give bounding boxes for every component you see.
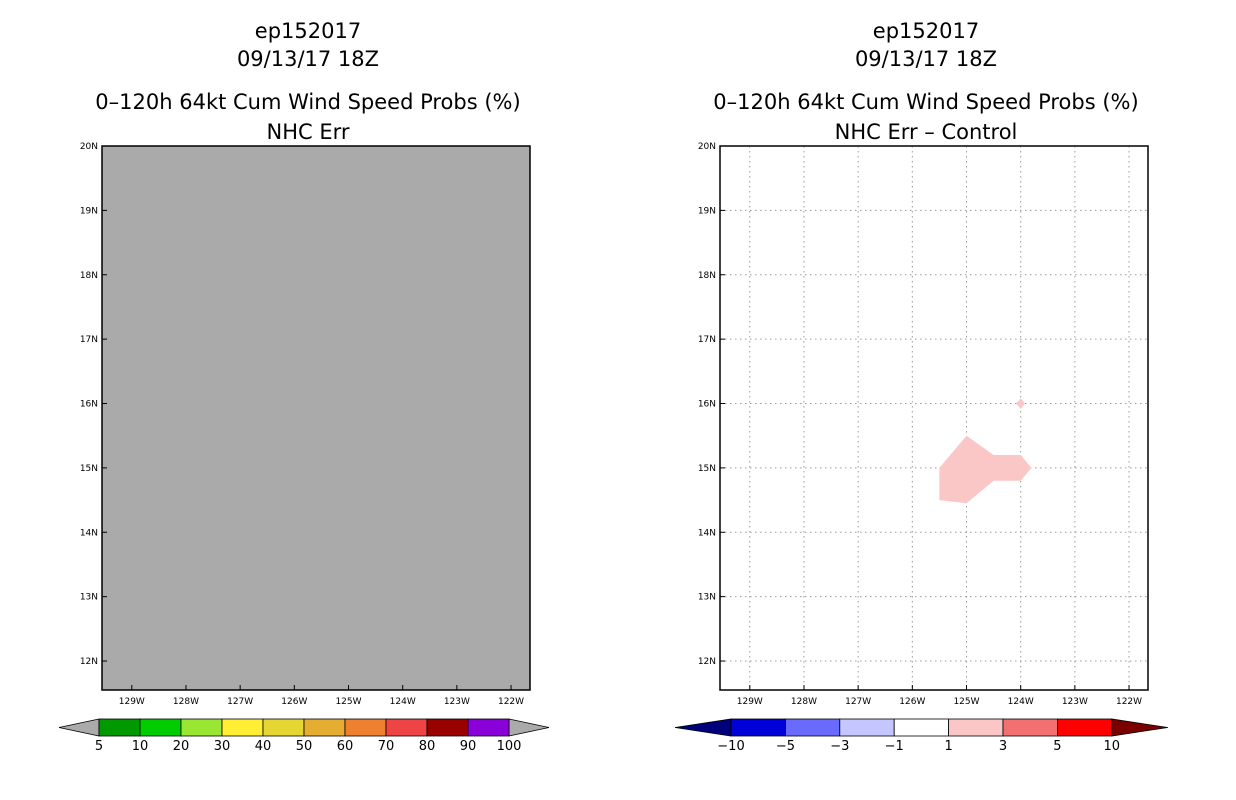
colorbar-box-6 <box>303 718 346 737</box>
x-tick-label: 129W <box>119 697 145 707</box>
colorbar-box-4 <box>893 718 950 737</box>
colorbar-label: 90 <box>460 739 477 754</box>
colorbar-box-2 <box>785 718 841 737</box>
chart-title-line-4: NHC Err <box>266 120 349 144</box>
x-tick-label: 123W <box>444 697 470 707</box>
colorbar-box-7 <box>1057 718 1113 737</box>
x-tick-label: 127W <box>227 697 253 707</box>
colorbar-label: −5 <box>776 739 795 754</box>
colorbar-label: 100 <box>497 739 522 754</box>
x-tick-label: 126W <box>281 697 307 707</box>
colorbar-label: −1 <box>885 739 904 754</box>
shaded-region-2 <box>1016 398 1025 409</box>
colorbar-label: 5 <box>1053 739 1061 754</box>
colorbar-box-1 <box>98 718 141 737</box>
colorbar-box-2 <box>139 718 182 737</box>
x-tick-label: 126W <box>899 697 925 707</box>
plot-frame <box>101 145 531 691</box>
y-tick-label: 20N <box>80 142 98 152</box>
colorbar-label: 5 <box>95 739 103 754</box>
y-tick-label: 14N <box>80 528 98 538</box>
colorbar: 5 10 20 30 40 50 60 70 80 90 100 <box>58 718 550 754</box>
colorbar-label: 70 <box>378 739 395 754</box>
colorbar-label: 40 <box>255 739 272 754</box>
plot-area <box>720 146 1148 690</box>
colorbar-label: 10 <box>132 739 149 754</box>
chart-panel-2: ep152017 09/13/17 18Z 0–120h 64kt Cum Wind… <box>674 19 1168 754</box>
x-tick-label: 122W <box>498 697 524 707</box>
x-tick-label: 128W <box>173 697 199 707</box>
y-tick-label: 14N <box>698 528 716 538</box>
colorbar-box-3 <box>839 718 895 737</box>
x-tick-label: 125W <box>953 697 979 707</box>
x-tick-label: 127W <box>845 697 871 707</box>
shaded-region-1 <box>939 435 1032 504</box>
colorbar-label: −3 <box>830 739 849 754</box>
colorbar-label: 60 <box>337 739 354 754</box>
y-tick-label: 18N <box>80 271 98 281</box>
chart-title-line-1: ep152017 <box>873 19 979 43</box>
y-tick-label: 15N <box>80 464 98 474</box>
chart-title-line-3: 0–120h 64kt Cum Wind Speed Probs (%) <box>713 90 1138 114</box>
y-tick-label: 13N <box>698 593 716 603</box>
chart-title-line-2: 09/13/17 18Z <box>237 47 379 71</box>
colorbar-arrow-low <box>674 718 732 737</box>
chart-title-line-3: 0–120h 64kt Cum Wind Speed Probs (%) <box>95 90 520 114</box>
chart-title-line-2: 09/13/17 18Z <box>855 47 997 71</box>
colorbar-arrow-low <box>58 718 100 737</box>
y-tick-label: 20N <box>698 142 716 152</box>
colorbar-label: 10 <box>1104 739 1121 754</box>
colorbar-box-8 <box>385 718 428 737</box>
y-tick-label: 16N <box>698 400 716 410</box>
colorbar: −10 −5 −3 −1 1 3 5 10 <box>674 718 1168 754</box>
x-tick-label: 129W <box>737 697 763 707</box>
colorbar-box-10 <box>467 718 510 737</box>
colorbar-box-4 <box>221 718 264 737</box>
y-tick-label: 18N <box>698 271 716 281</box>
y-tick-label: 12N <box>698 657 716 667</box>
y-tick-label: 13N <box>80 593 98 603</box>
x-tick-label: 123W <box>1062 697 1088 707</box>
colorbar-label: 50 <box>296 739 313 754</box>
plot-area <box>102 146 530 690</box>
colorbar-box-5 <box>948 718 1004 737</box>
y-tick-label: 19N <box>698 206 716 216</box>
y-tick-label: 17N <box>698 335 716 345</box>
y-tick-label: 16N <box>80 400 98 410</box>
colorbar-label: −10 <box>717 739 744 754</box>
colorbar-label: 20 <box>173 739 190 754</box>
colorbar-box-7 <box>344 718 387 737</box>
colorbar-label: 80 <box>419 739 436 754</box>
chart-title-line-4: NHC Err – Control <box>835 120 1018 144</box>
x-tick-label: 124W <box>390 697 416 707</box>
chart-panel-1: ep152017 09/13/17 18Z 0–120h 64kt Cum Wind… <box>58 19 550 754</box>
x-tick-label: 128W <box>791 697 817 707</box>
colorbar-arrow-high <box>1111 718 1168 737</box>
colorbar-arrow-high <box>508 718 550 737</box>
colorbar-box-3 <box>180 718 223 737</box>
y-tick-label: 17N <box>80 335 98 345</box>
x-tick-label: 122W <box>1116 697 1142 707</box>
y-tick-label: 15N <box>698 464 716 474</box>
x-tick-label: 125W <box>335 697 361 707</box>
colorbar-box-9 <box>426 718 469 737</box>
x-tick-label: 124W <box>1008 697 1034 707</box>
colorbar-box-6 <box>1002 718 1058 737</box>
y-tick-label: 12N <box>80 657 98 667</box>
plot-frame <box>719 145 1149 691</box>
colorbar-box-5 <box>262 718 305 737</box>
chart-title-line-1: ep152017 <box>255 19 361 43</box>
colorbar-box-1 <box>730 718 786 737</box>
colorbar-label: 3 <box>999 739 1007 754</box>
y-tick-label: 19N <box>80 206 98 216</box>
colorbar-label: 1 <box>944 739 952 754</box>
colorbar-label: 30 <box>214 739 231 754</box>
